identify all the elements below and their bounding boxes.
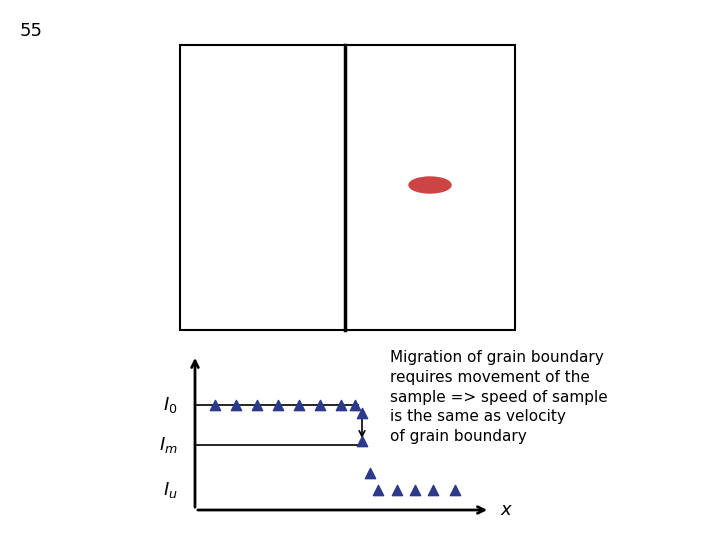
Point <box>272 401 284 409</box>
Point <box>336 401 347 409</box>
Point <box>372 485 384 494</box>
Point <box>356 437 368 445</box>
Text: 55: 55 <box>20 22 43 40</box>
Point <box>449 485 461 494</box>
Ellipse shape <box>409 177 451 193</box>
Point <box>391 485 402 494</box>
Point <box>364 468 376 477</box>
Point <box>356 409 368 417</box>
Point <box>427 485 438 494</box>
Text: $I_u$: $I_u$ <box>163 480 178 500</box>
Point <box>251 401 263 409</box>
Point <box>230 401 242 409</box>
Text: Migration of grain boundary
requires movement of the
sample => speed of sample
i: Migration of grain boundary requires mov… <box>390 350 608 444</box>
Point <box>349 401 361 409</box>
Point <box>409 485 420 494</box>
Point <box>210 401 221 409</box>
Text: x: x <box>500 501 510 519</box>
Bar <box>180 45 515 330</box>
Text: $I_0$: $I_0$ <box>163 395 178 415</box>
Text: $I_m$: $I_m$ <box>159 435 178 455</box>
Point <box>314 401 325 409</box>
Point <box>293 401 305 409</box>
